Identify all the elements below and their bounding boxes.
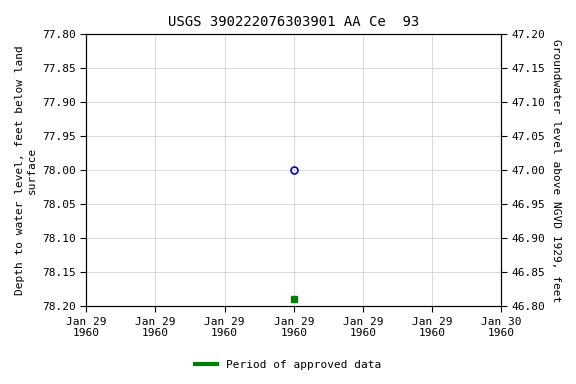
Y-axis label: Groundwater level above NGVD 1929, feet: Groundwater level above NGVD 1929, feet	[551, 39, 561, 302]
Y-axis label: Depth to water level, feet below land
surface: Depth to water level, feet below land su…	[15, 45, 37, 295]
Title: USGS 390222076303901 AA Ce  93: USGS 390222076303901 AA Ce 93	[168, 15, 419, 29]
Legend: Period of approved data: Period of approved data	[191, 356, 385, 375]
